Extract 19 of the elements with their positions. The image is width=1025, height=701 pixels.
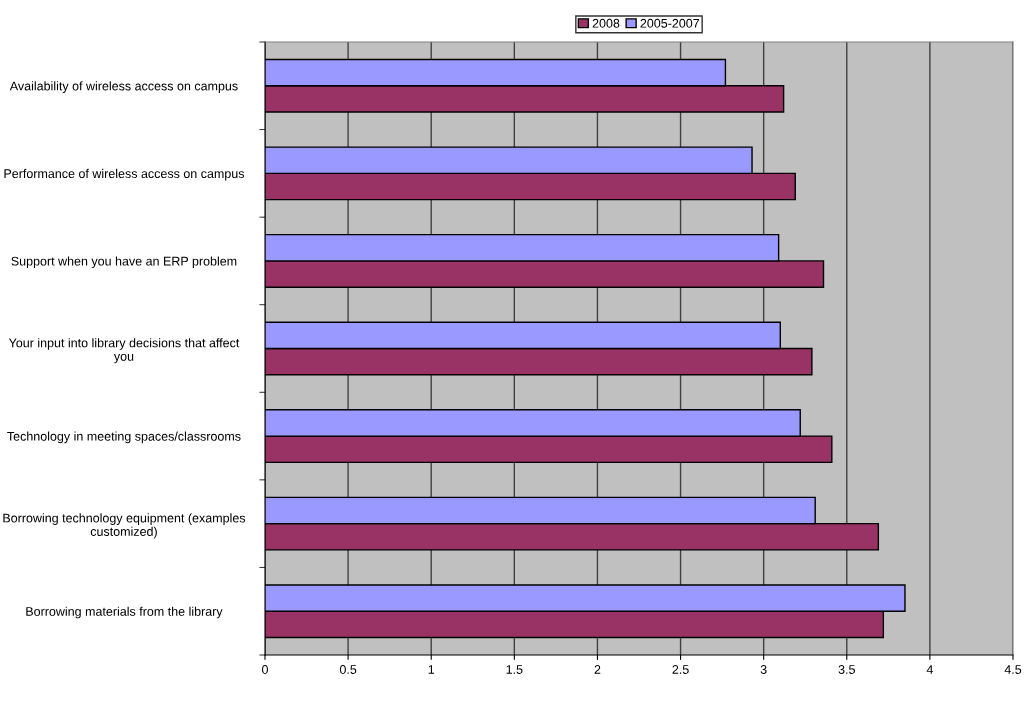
x-tick-label: 1.5 xyxy=(506,665,523,674)
legend-label: 2005-2007 xyxy=(640,18,700,28)
legend-label: 2008 xyxy=(592,18,620,28)
y-tick-label: Technology in meeting spaces/classrooms xyxy=(7,431,241,444)
y-tick-label: Availability of wireless access on campus xyxy=(9,81,238,93)
y-tick-label: Borrowing materials from the library xyxy=(26,606,223,619)
x-tick-label: 4 xyxy=(926,665,933,674)
y-tick-label: Your input into library decisions that affect you xyxy=(8,338,240,364)
x-tick-label: 3.5 xyxy=(838,665,855,674)
y-tick-label: Performance of wireless access on campus xyxy=(4,168,245,181)
x-tick-label: 2 xyxy=(594,665,601,674)
x-tick-label: 1 xyxy=(428,665,435,674)
x-tick-label: 3 xyxy=(760,665,767,674)
y-tick-label: Support when you have an ERP problem xyxy=(11,256,237,269)
x-tick-label: 2.5 xyxy=(672,665,689,674)
y-tick-label: Borrowing technology equipment (examples customized) xyxy=(3,513,246,539)
x-tick-label: 4.5 xyxy=(1004,665,1022,674)
x-tick-label: 0 xyxy=(262,665,268,674)
x-tick-label: 0.5 xyxy=(339,665,357,674)
